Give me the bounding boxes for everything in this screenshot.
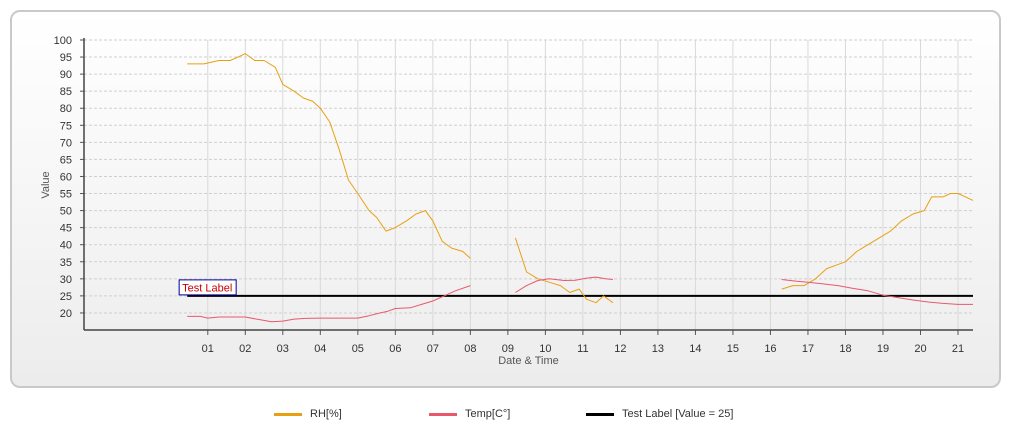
chart-panel [10,10,1001,388]
series-line-rh-segment [514,237,614,304]
y-tick-label: 40 [60,240,72,252]
x-tick-label: 02 [239,343,251,355]
series-line-rh-segment [187,53,471,259]
legend-swatch-test-label [586,412,614,416]
series-line-temp-segment [187,285,471,323]
x-tick-label: 03 [277,343,289,355]
legend-label-test-label: Test Label [Value = 25] [622,408,734,420]
y-tick-label: 70 [60,137,72,149]
y-tick-label: 90 [60,69,72,81]
x-tick-label: 09 [502,343,514,355]
y-axis-title: Value [40,171,52,198]
x-tick-label: 21 [952,343,964,355]
legend-item-test-label[interactable]: Test Label [Value = 25] [586,408,733,420]
y-tick-label: 30 [60,274,72,286]
x-tick-label: 13 [652,343,664,355]
x-tick-label: 17 [802,343,814,355]
y-tick-label: 65 [60,154,72,166]
x-tick-label: 11 [577,343,588,355]
annotation-label: Test Label [182,282,232,294]
y-tick-label: 45 [60,223,72,235]
y-tick-label: 50 [60,206,72,218]
y-tick-label: 95 [60,52,72,64]
y-tick-label: 60 [60,171,72,183]
x-tick-label: 05 [352,343,364,355]
y-tick-label: 85 [60,86,72,98]
x-tick-label: 07 [427,343,439,355]
x-tick-label: 06 [389,343,401,355]
y-tick-label: 100 [54,35,72,47]
legend-item-temp[interactable]: Temp[C°] [429,408,510,420]
y-tick-label: 80 [60,103,72,115]
legend-swatch-rh [274,412,302,416]
x-tick-label: 19 [877,343,889,355]
y-tick-label: 55 [60,189,72,201]
y-tick-label: 25 [60,291,72,303]
x-tick-label: 15 [727,343,739,355]
legend-swatch-temp [429,412,457,416]
series-line-rh-segment [781,193,974,290]
y-tick-label: 20 [60,308,72,320]
y-tick-label: 35 [60,257,72,269]
x-tick-label: 20 [914,343,926,355]
x-axis-title: Date & Time [498,355,559,367]
chart-legend: RH[%] Temp[C°] Test Label [Value = 25] [0,408,1019,428]
x-tick-label: 08 [464,343,476,355]
x-tick-label: 04 [314,343,326,355]
series-line-temp-segment [515,276,613,293]
x-tick-label: 16 [764,343,776,355]
series-line-temp-segment [781,279,973,305]
legend-label-temp: Temp[C°] [465,408,511,420]
x-tick-label: 14 [689,343,701,355]
line-chart: 20 25 30 35 40 45 50 55 60 65 70 75 80 85 90 95 100 01 02 0… [40,35,974,367]
x-tick-label: 01 [202,343,214,355]
x-tick-label: 12 [614,343,626,355]
x-tick-label: 10 [539,343,551,355]
y-tick-label: 75 [60,120,72,132]
legend-item-rh[interactable]: RH[%] [274,408,342,420]
annotation-box [178,279,237,296]
legend-label-rh: RH[%] [310,408,342,420]
x-tick-label: 18 [839,343,851,355]
